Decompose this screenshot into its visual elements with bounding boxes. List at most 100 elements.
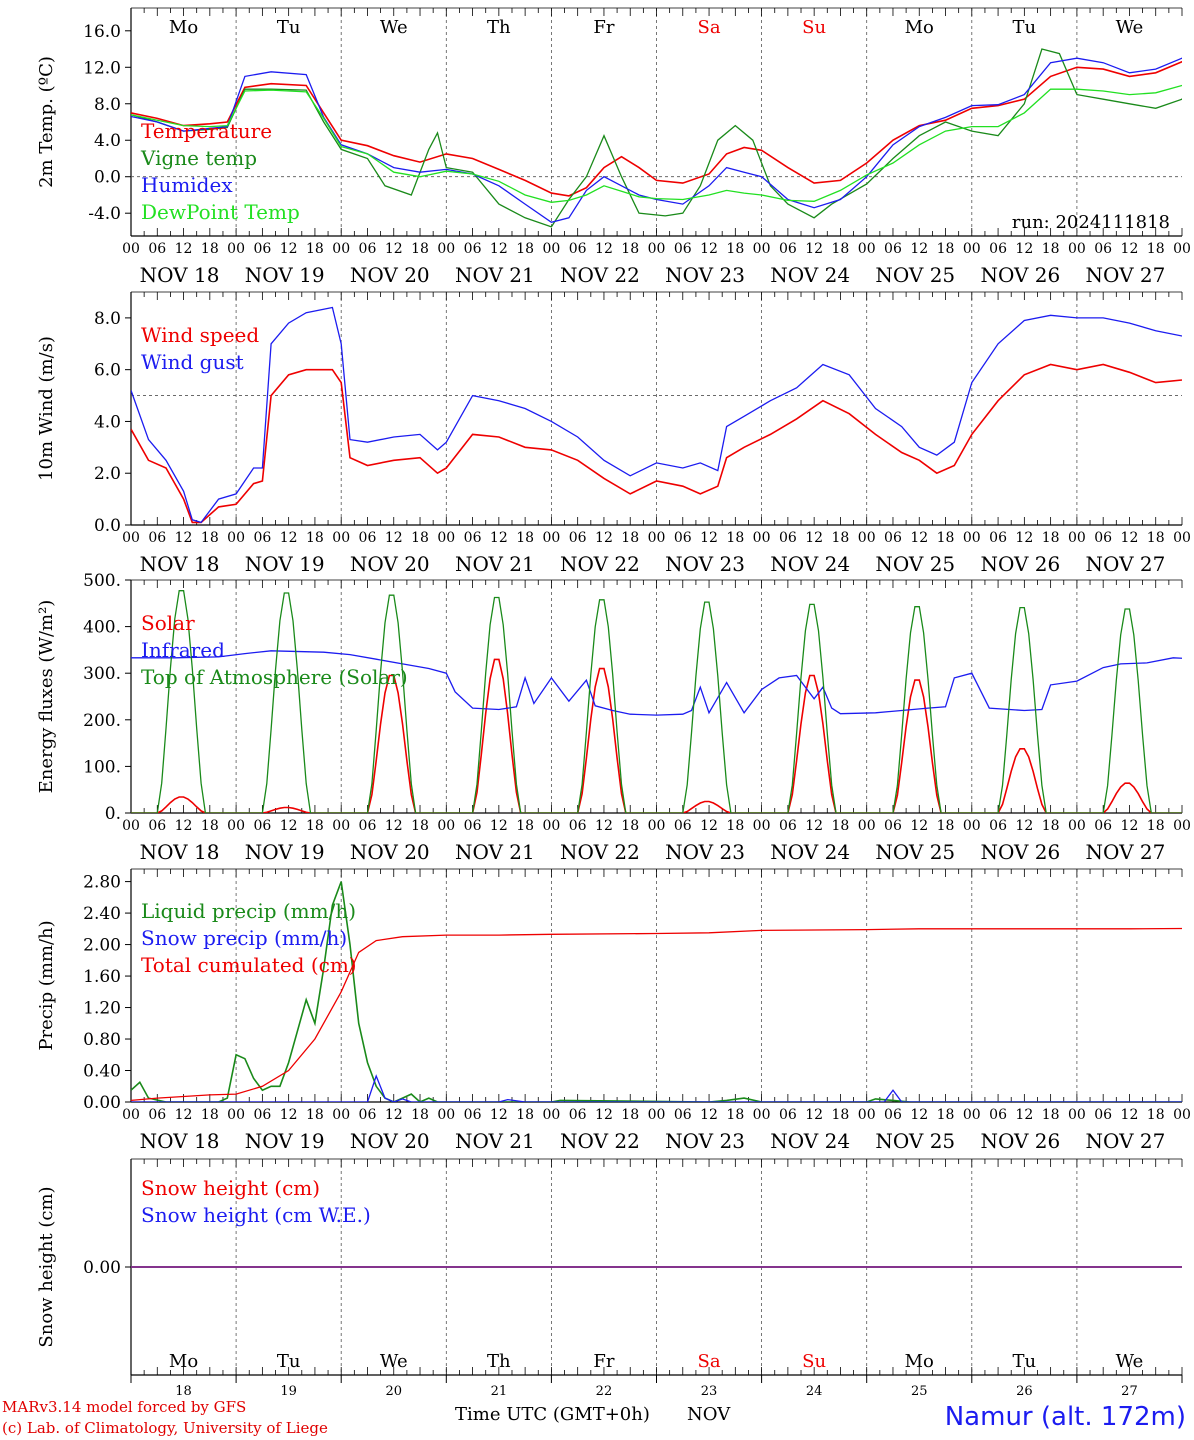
y-tick-label: -4.0 [88,204,121,224]
series-line-top-of-atmosphere-solar- [131,590,1182,813]
hour-label: 18 [937,1107,955,1123]
y-tick-label: 2.80 [83,873,121,893]
day-number-label: 22 [596,1384,613,1399]
legend-entry: Vigne temp [140,146,257,170]
legend-entry: Top of Atmosphere (Solar) [141,665,408,689]
hour-label: 06 [884,818,902,834]
day-label: NOV 18 [140,1129,220,1153]
day-label: NOV 27 [1086,840,1166,864]
hour-label: 00 [963,818,981,834]
hour-label: 12 [385,818,403,834]
panel-5 [125,1158,1183,1383]
weekday-label: We [380,17,408,38]
y-tick-label: 8.0 [94,309,121,329]
hour-label: 18 [306,241,324,257]
hour-label: 06 [1094,1107,1112,1123]
y-tick-label: 200. [83,711,121,731]
hour-label: 18 [411,818,429,834]
hour-label: 18 [1042,1107,1060,1123]
series-line-wind-gust [131,306,1182,524]
hour-label: 12 [1015,1107,1033,1123]
hour-label: 00 [1173,1107,1191,1123]
y-tick-label: 500. [83,571,121,591]
hour-label: 18 [1147,530,1165,546]
hour-label: 06 [253,241,271,257]
legend-entry: Humidex [141,173,233,197]
y-tick-label: 1.20 [83,999,121,1019]
hour-label: 06 [359,241,377,257]
hour-label: 06 [148,530,166,546]
series-line-humidex [131,57,1182,224]
hour-label: 06 [779,818,797,834]
hour-label: 00 [542,818,560,834]
y-tick-label: 0.80 [83,1030,121,1050]
day-label: NOV 18 [140,263,220,287]
hour-label: 18 [726,241,744,257]
hour-label: 12 [1015,530,1033,546]
weekday-label: Tu [1013,1351,1037,1372]
hour-label: 00 [542,241,560,257]
hour-label: 00 [1173,241,1191,257]
hour-label: 00 [858,818,876,834]
hour-label: 18 [937,530,955,546]
weekday-label: We [380,1351,408,1372]
y-axis-label: Energy fluxes (W/m²) [36,600,57,794]
hour-label: 12 [1121,530,1139,546]
day-label: NOV 27 [1086,552,1166,576]
hour-label: 00 [332,241,350,257]
hour-label: 18 [306,1107,324,1123]
weekday-label: Mo [169,1351,198,1372]
day-label: NOV 26 [980,1129,1060,1153]
hour-label: 00 [1173,530,1191,546]
day-label: NOV 23 [665,1129,745,1153]
day-number-label: 18 [175,1384,192,1399]
hour-label: 06 [569,1107,587,1123]
hour-label: 18 [726,1107,744,1123]
hour-label: 18 [621,530,639,546]
hour-label: 06 [253,530,271,546]
series-line-infrared [131,650,1182,716]
hour-label: 06 [674,818,692,834]
hour-label: 06 [148,818,166,834]
series-line-liquid-precip-mm-h- [131,881,1182,1102]
day-label: NOV 20 [350,840,430,864]
location-label: Namur (alt. 172m) [944,1402,1186,1432]
hour-label: 00 [332,818,350,834]
weekday-label: Su [802,1351,826,1372]
legend-entry: Temperature [141,119,272,143]
hour-label: 18 [832,818,850,834]
day-label: NOV 24 [770,552,850,576]
hour-label: 18 [306,530,324,546]
hour-label: 12 [280,241,298,257]
x-axis-title: Time UTC (GMT+0h) [455,1404,650,1425]
hour-label: 06 [569,241,587,257]
y-tick-label: 0.40 [83,1062,121,1082]
hour-label: 18 [621,241,639,257]
y-tick-label: 2.00 [83,936,121,956]
hour-label: 00 [437,818,455,834]
hour-label: 00 [858,530,876,546]
hour-label: 12 [280,1107,298,1123]
hour-label: 18 [937,818,955,834]
hour-label: 12 [490,530,508,546]
hour-label: 18 [1042,241,1060,257]
y-axis-label: 10m Wind (m/s) [36,336,57,481]
day-label: NOV 22 [560,1129,640,1153]
legend-entry: Solar [141,611,195,635]
day-number-label: 24 [806,1384,823,1399]
weekday-label: Th [487,1351,511,1372]
hour-label: 06 [464,818,482,834]
hour-label: 12 [910,1107,928,1123]
hour-label: 12 [490,241,508,257]
day-label: NOV 27 [1086,263,1166,287]
hour-label: 12 [805,818,823,834]
day-number-label: 23 [701,1384,718,1399]
legend-entry: Liquid precip (mm/h) [141,899,356,923]
y-tick-label: 4.0 [94,131,121,151]
y-tick-label: 12.0 [83,58,121,78]
hour-label: 00 [122,818,140,834]
hour-label: 00 [1173,818,1191,834]
hour-label: 00 [753,241,771,257]
hour-label: 12 [175,530,193,546]
y-tick-label: 8.0 [94,95,121,115]
